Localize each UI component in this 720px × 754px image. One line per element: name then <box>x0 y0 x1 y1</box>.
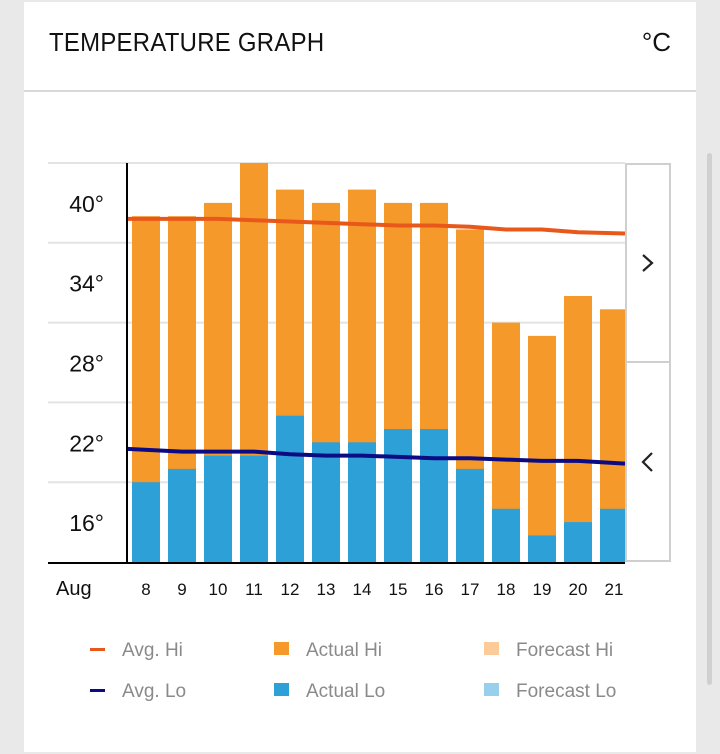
legend-item: Actual Hi <box>274 640 382 661</box>
legend-item: Avg. Lo <box>90 681 186 702</box>
legend-label: Forecast Hi <box>516 640 613 661</box>
x-axis-labels: Aug 8 9 10 11 12 13 14 15 16 17 18 19 20 21 <box>56 578 623 600</box>
page-title: TEMPERATURE GRAPH <box>49 27 325 57</box>
x-tick-label: 21 <box>605 580 624 599</box>
y-axis-labels: 40° 34° 28° 22° 16° <box>69 191 104 536</box>
legend-label: Avg. Hi <box>122 640 183 661</box>
avg-hi-line <box>127 216 625 236</box>
bar-actual-lo[interactable] <box>564 522 592 562</box>
legend-box-swatch <box>274 683 289 696</box>
previous-button-area[interactable] <box>627 363 669 560</box>
legend-label: Actual Lo <box>306 681 385 702</box>
bar-actual-lo[interactable] <box>168 468 196 562</box>
y-tick-label: 34° <box>69 271 104 297</box>
legend-item: Forecast Hi <box>484 640 613 661</box>
unit-toggle[interactable]: °C <box>641 27 671 57</box>
x-tick-label: 13 <box>317 580 336 599</box>
x-tick-label: 9 <box>177 580 186 599</box>
bar-actual-lo[interactable] <box>492 508 520 562</box>
legend-line-swatch <box>90 648 105 651</box>
bar-actual-lo[interactable] <box>384 429 412 562</box>
bar-actual-lo[interactable] <box>312 442 340 562</box>
axes <box>48 163 625 564</box>
x-tick-label: 17 <box>461 580 480 599</box>
y-tick-label: 28° <box>69 351 104 377</box>
chevron-left-icon[interactable] <box>641 452 653 472</box>
previous-button[interactable] <box>627 363 669 560</box>
bar-actual-hi[interactable] <box>528 335 556 562</box>
bar-actual-hi[interactable] <box>564 296 592 562</box>
y-tick-label: 22° <box>69 430 104 456</box>
x-tick-label: 16 <box>425 580 444 599</box>
chevron-right-icon[interactable] <box>642 254 654 272</box>
bar-actual-lo[interactable] <box>276 415 304 562</box>
bar-actual-lo[interactable] <box>204 455 232 562</box>
x-tick-label: 18 <box>497 580 516 599</box>
x-tick-label: 11 <box>245 580 263 599</box>
legend-item: Avg. Hi <box>90 640 183 661</box>
legend-label: Forecast Lo <box>516 681 616 702</box>
bar-actual-lo[interactable] <box>420 429 448 562</box>
average-lines <box>126 216 625 466</box>
avg-lo-line <box>126 446 625 466</box>
bar-actual-lo[interactable] <box>600 508 628 562</box>
legend-item: Actual Lo <box>274 681 385 702</box>
next-button[interactable] <box>627 165 669 361</box>
bar-actual-lo[interactable] <box>132 482 160 562</box>
scrollbar-thumb[interactable] <box>707 153 712 685</box>
legend-box-swatch <box>274 642 289 655</box>
bars <box>132 163 628 562</box>
bar-actual-lo[interactable] <box>240 455 268 562</box>
legend-label: Avg. Lo <box>122 681 186 702</box>
bar-actual-lo[interactable] <box>456 468 484 562</box>
chart-navigation <box>625 163 671 562</box>
legend-item: Forecast Lo <box>484 681 616 702</box>
card-header: TEMPERATURE GRAPH °C <box>24 2 696 92</box>
x-tick-label: 10 <box>209 580 228 599</box>
x-tick-label: 8 <box>141 580 150 599</box>
next-button-area[interactable] <box>627 165 669 361</box>
x-axis-month-label: Aug <box>56 578 92 600</box>
x-tick-label: 20 <box>569 580 588 599</box>
y-tick-label: 40° <box>69 191 104 217</box>
legend-box-swatch <box>484 683 499 696</box>
x-tick-label: 15 <box>389 580 408 599</box>
x-tick-label: 14 <box>353 580 372 599</box>
legend-label: Actual Hi <box>306 640 382 661</box>
y-tick-label: 16° <box>69 510 104 536</box>
x-tick-label: 19 <box>533 580 552 599</box>
legend-box-swatch <box>484 642 499 655</box>
legend: Avg. Hi Actual Hi Forecast Hi Avg. Lo Actual… <box>90 640 616 702</box>
legend-line-swatch <box>90 689 105 692</box>
x-tick-label: 12 <box>281 580 300 599</box>
bar-actual-lo[interactable] <box>528 535 556 562</box>
bar-actual-lo[interactable] <box>348 442 376 562</box>
